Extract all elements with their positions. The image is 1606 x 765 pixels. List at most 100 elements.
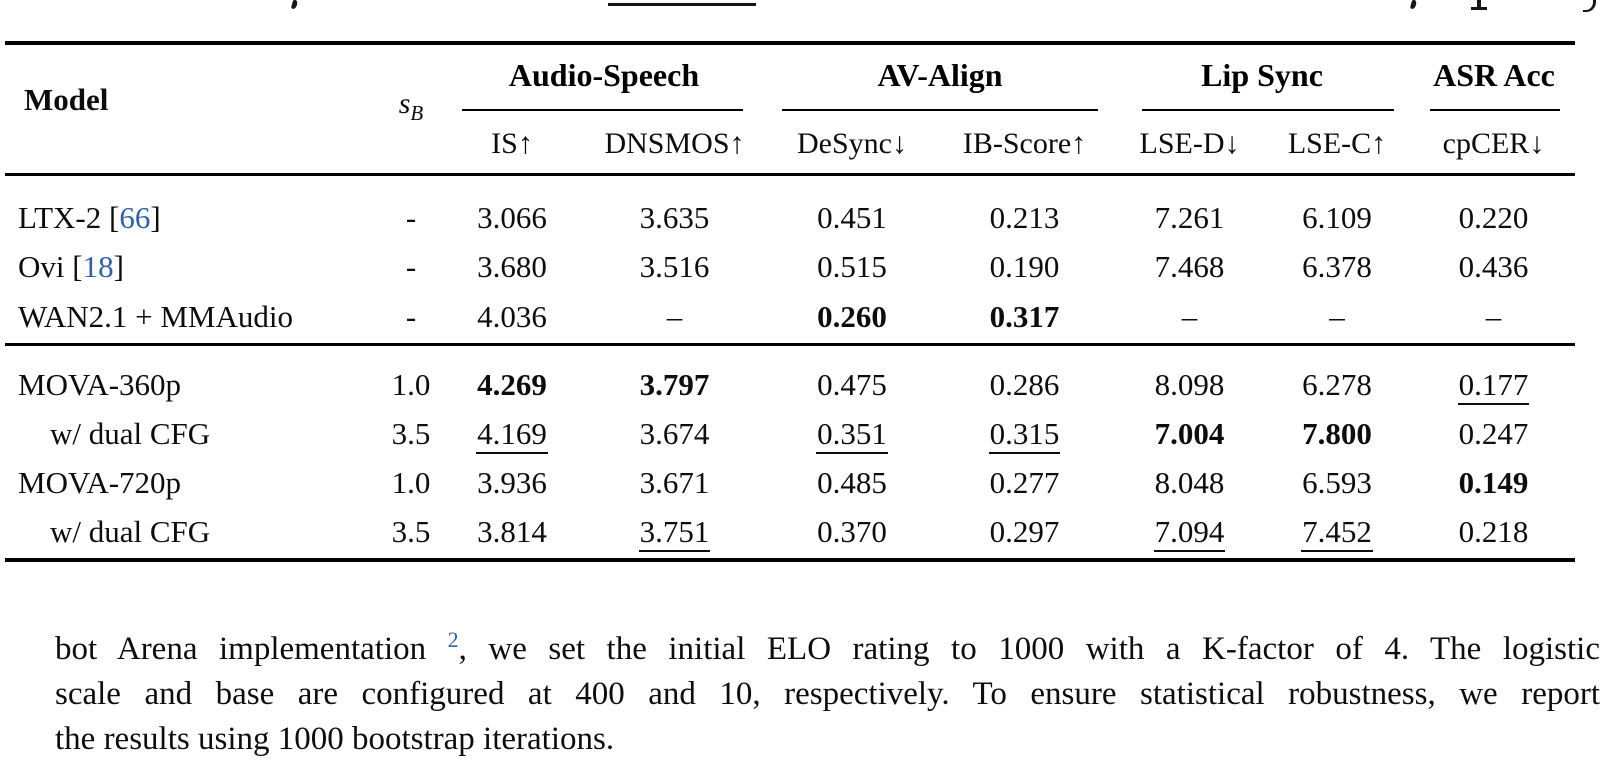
sb-scale-cell: 1.0 bbox=[391, 465, 431, 500]
metric-value: 3.635 bbox=[639, 200, 710, 235]
metric-value: 6.378 bbox=[1302, 249, 1372, 284]
model-cell: MOVA-360p bbox=[5, 360, 375, 410]
metric-value: 0.177 bbox=[1457, 368, 1530, 405]
metric-value: 3.936 bbox=[477, 465, 547, 500]
metric-cell: 0.149 bbox=[1412, 458, 1575, 508]
caption-fragment bbox=[1477, 0, 1481, 9]
group-rule-lip-sync bbox=[1142, 109, 1394, 111]
group-header-lip-sync: Lip Sync bbox=[1201, 57, 1323, 93]
metric-cell: 8.048 bbox=[1117, 458, 1262, 508]
metric-value: 4.169 bbox=[476, 417, 548, 454]
metric-value: – bbox=[666, 299, 683, 334]
metric-value: 3.797 bbox=[639, 367, 710, 402]
metric-value: 7.261 bbox=[1154, 200, 1225, 235]
table-row: Ovi [18] -3.680 3.516 0.515 0.190 7.468 6.378 0… bbox=[5, 242, 1575, 292]
column-header-sb: sB bbox=[399, 87, 424, 126]
sb-scale-cell: 3.5 bbox=[391, 514, 431, 549]
metric-value: 3.680 bbox=[477, 249, 547, 284]
metric-value: 0.247 bbox=[1458, 416, 1529, 451]
metric-cell: 3.635 bbox=[577, 193, 772, 243]
sb-scale-cell: 1.0 bbox=[391, 367, 431, 402]
model-cell: MOVA-720p bbox=[5, 458, 375, 508]
metric-cell: 6.278 bbox=[1262, 360, 1412, 410]
metric-value: – bbox=[1329, 299, 1345, 334]
group-rule-asr-acc bbox=[1430, 109, 1560, 111]
metric-cell: 0.218 bbox=[1412, 507, 1575, 557]
metric-cell: 3.516 bbox=[577, 242, 772, 292]
metric-cell: 0.370 bbox=[772, 507, 932, 557]
metric-value: 0.220 bbox=[1458, 200, 1529, 235]
column-header-lse-c: LSE-C↑ bbox=[1287, 127, 1387, 160]
metric-cell: 3.751 bbox=[577, 507, 772, 557]
column-header-ib-score: IB-Score↑ bbox=[962, 127, 1087, 160]
metric-value: 4.269 bbox=[477, 367, 547, 402]
metric-value: 0.451 bbox=[817, 200, 887, 235]
model-name: LTX-2 bbox=[18, 200, 102, 235]
metric-cell: 0.260 bbox=[772, 292, 932, 342]
model-cell: LTX-2 [66] bbox=[5, 193, 375, 243]
metric-cell: 7.261 bbox=[1117, 193, 1262, 243]
metric-value: 0.297 bbox=[989, 514, 1060, 549]
metric-cell: 3.680 bbox=[447, 242, 577, 292]
metric-cell: 0.297 bbox=[932, 507, 1117, 557]
column-header-model: Model bbox=[24, 82, 109, 117]
metric-value: 0.277 bbox=[989, 465, 1060, 500]
metric-value: 0.436 bbox=[1458, 249, 1529, 284]
metric-value: 0.286 bbox=[989, 367, 1060, 402]
column-header-is: IS↑ bbox=[491, 127, 533, 160]
caption-fragment bbox=[290, 0, 299, 10]
metric-value: 3.751 bbox=[638, 515, 711, 552]
metric-cell: 6.378 bbox=[1262, 242, 1412, 292]
metric-cell: 0.315 bbox=[932, 409, 1117, 459]
metric-cell: 0.451 bbox=[772, 193, 932, 243]
model-cell: w/ dual CFG bbox=[5, 507, 375, 557]
citation-link[interactable]: 18 bbox=[82, 249, 114, 284]
sb-symbol: s bbox=[398, 87, 411, 120]
metric-value: – bbox=[1485, 299, 1502, 334]
metric-value: 3.066 bbox=[477, 200, 547, 235]
metric-cell: 3.674 bbox=[577, 409, 772, 459]
metric-cell: 7.468 bbox=[1117, 242, 1262, 292]
paragraph-line: bot Arena implementation 2, we set the i… bbox=[55, 627, 1600, 672]
column-header-lse-d: LSE-D↓ bbox=[1139, 127, 1240, 160]
metric-value: 6.593 bbox=[1302, 465, 1372, 500]
metric-cell: 3.814 bbox=[447, 507, 577, 557]
model-name: Ovi bbox=[18, 249, 65, 284]
column-header-desync: DeSync↓ bbox=[797, 127, 907, 160]
table-row: w/ dual CFG 3.5 4.169 3.674 0.351 0.315 7.004 7… bbox=[5, 409, 1575, 459]
column-header-dnsmos: DNSMOS↑ bbox=[604, 127, 745, 160]
citation-bracket: ] bbox=[113, 249, 124, 284]
metric-value: 0.370 bbox=[817, 514, 887, 549]
table-midsection-rule bbox=[5, 343, 1575, 346]
table-bottom-rule bbox=[5, 558, 1575, 562]
metric-value: 0.351 bbox=[816, 417, 888, 454]
paragraph-text: bot Arena implementation bbox=[55, 631, 448, 667]
group-header-audio-speech: Audio-Speech bbox=[508, 57, 700, 93]
paragraph-text: , we set the initial ELO rating to 1000 … bbox=[458, 631, 1600, 667]
metric-cell: 8.098 bbox=[1117, 360, 1262, 410]
paragraph-line: the results using 1000 bootstrap iterati… bbox=[55, 721, 615, 757]
metric-value: 0.213 bbox=[989, 200, 1060, 235]
caption-fragment bbox=[1583, 0, 1596, 12]
metric-cell: – bbox=[1262, 292, 1412, 342]
metric-cell: 0.190 bbox=[932, 242, 1117, 292]
metric-value: 6.109 bbox=[1302, 200, 1372, 235]
metric-cell: 0.485 bbox=[772, 458, 932, 508]
metric-cell: – bbox=[577, 292, 772, 342]
metric-value: 3.674 bbox=[639, 416, 710, 451]
footnote-ref-link[interactable]: 2 bbox=[447, 627, 459, 652]
metric-cell: 0.247 bbox=[1412, 409, 1575, 459]
metric-cell: 0.436 bbox=[1412, 242, 1575, 292]
citation-bracket: [ bbox=[101, 200, 120, 235]
group-header-av-align: AV-Align bbox=[877, 57, 1003, 93]
table-row: MOVA-720p 1.0 3.936 3.671 0.485 0.277 8.048 6.5… bbox=[5, 458, 1575, 508]
metric-cell: 0.317 bbox=[932, 292, 1117, 342]
model-name: MOVA-360p bbox=[18, 367, 182, 402]
metric-value: 6.278 bbox=[1302, 367, 1372, 402]
caption-fragment bbox=[1409, 0, 1418, 10]
citation-link[interactable]: 66 bbox=[119, 200, 151, 235]
metric-cell: 0.475 bbox=[772, 360, 932, 410]
metric-value: 3.516 bbox=[639, 249, 710, 284]
metric-value: 3.671 bbox=[639, 465, 710, 500]
